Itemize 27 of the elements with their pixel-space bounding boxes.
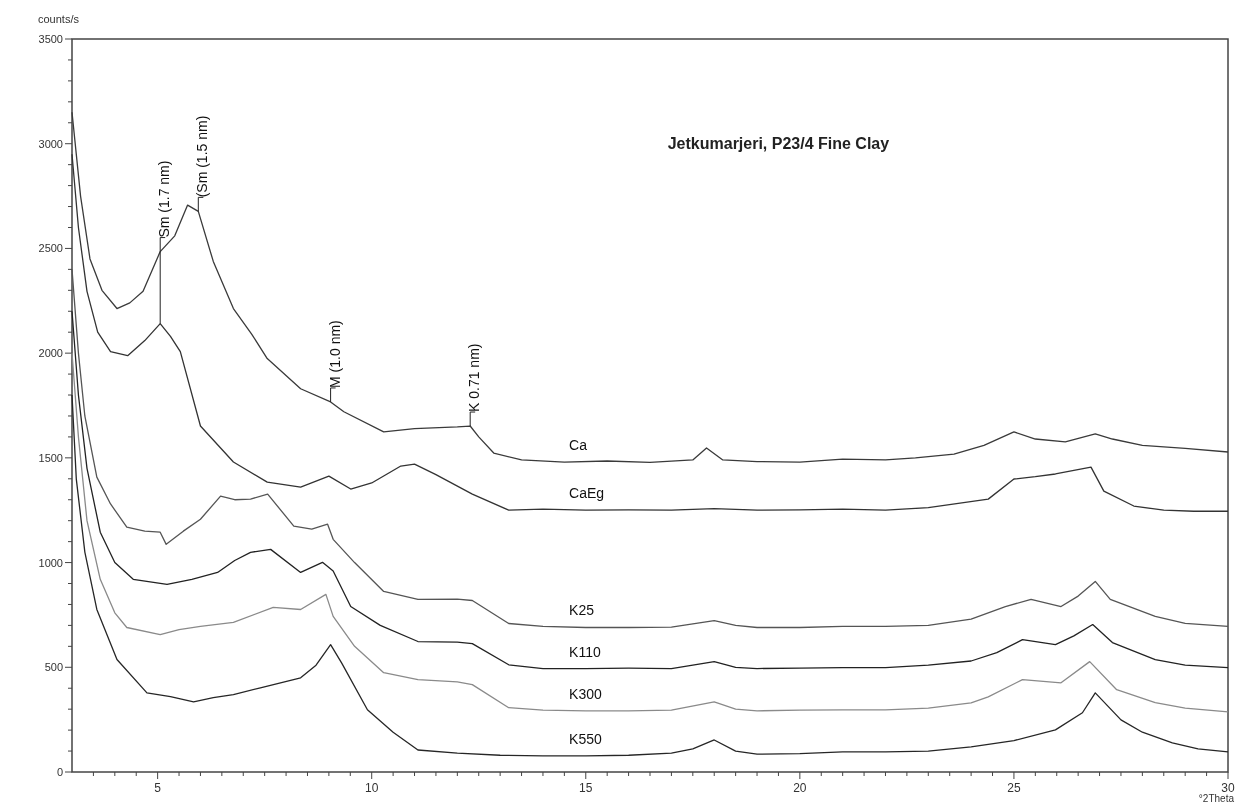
y-tick-label: 1000 (38, 556, 63, 569)
y-tick-label: 0 (56, 766, 63, 778)
x-tick-label: 30 (1221, 781, 1235, 795)
x-tick-label: 5 (154, 781, 162, 795)
y-axis-title: counts/s (38, 13, 80, 25)
y-tick-label: 3500 (38, 33, 63, 45)
series-label: K25 (569, 602, 595, 619)
y-tick-label: 1500 (38, 451, 63, 464)
y-tick-label: 2500 (38, 242, 63, 255)
x-tick-label: 10 (365, 781, 379, 795)
y-tick-label: 3000 (38, 137, 63, 150)
annotation: K 0.71 nm) (466, 343, 483, 413)
x-tick-label: 15 (579, 781, 593, 795)
y-tick-label: 500 (44, 661, 63, 674)
text: Jetkumarjeri, P23/4 Fine Clay (667, 134, 890, 152)
annotation: (Sm (1.5 nm) (194, 115, 211, 198)
annotation: Sm (1.7 nm) (156, 160, 173, 238)
y-tick-label: 2000 (38, 347, 63, 360)
series-label: K550 (569, 730, 602, 747)
x-tick-label: 20 (793, 781, 807, 795)
series-label: K300 (569, 685, 602, 702)
series-label: K110 (569, 643, 601, 660)
series-label: Ca (569, 436, 588, 453)
x-axis-title: °2Theta (1198, 793, 1235, 804)
series-label: CaEg (569, 484, 605, 501)
annotation: M (1.0 nm) (326, 320, 343, 388)
x-tick-label: 25 (1007, 781, 1021, 795)
